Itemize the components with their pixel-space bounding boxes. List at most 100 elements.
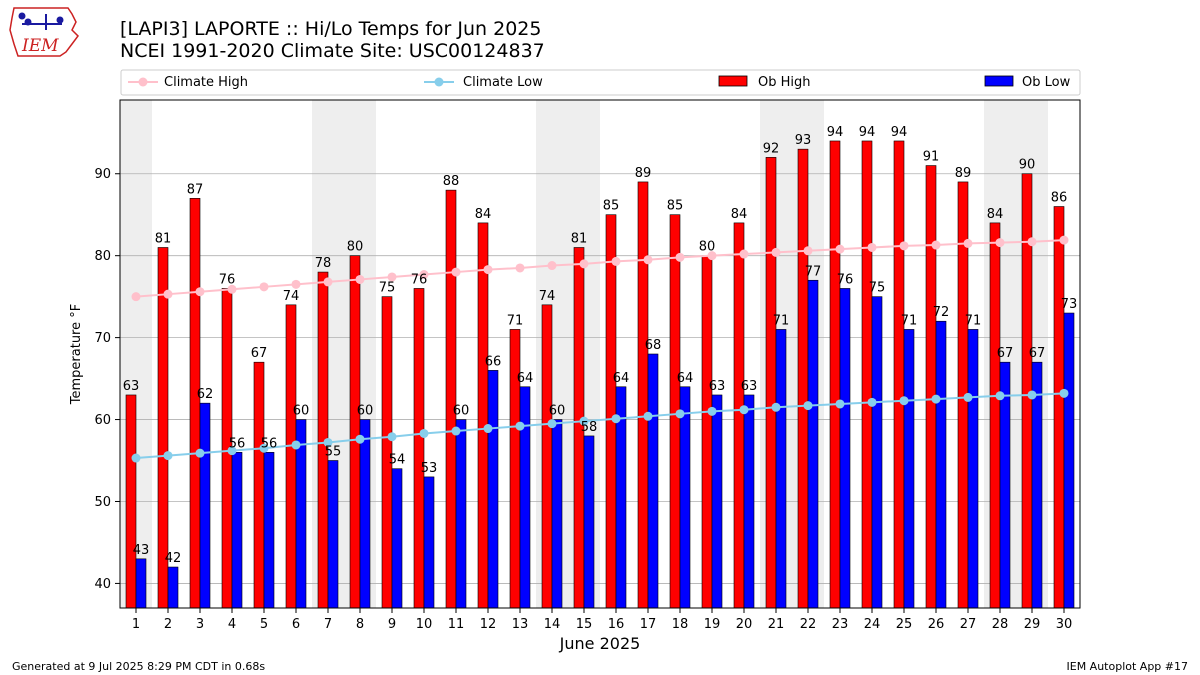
climate-high-point-day-18 [675, 252, 685, 262]
bar-ob-low-day-5 [263, 452, 275, 609]
label-ob-high-day-19: 80 [699, 240, 716, 255]
climate-high-point-day-27 [963, 238, 973, 248]
climate-high-point-day-17 [643, 255, 653, 265]
label-ob-high-day-28: 84 [987, 207, 1004, 222]
climate-high-point-day-2 [163, 289, 173, 299]
climate-low-point-day-14 [547, 419, 557, 429]
iowa-state-outline-icon [9, 7, 79, 57]
label-ob-low-day-21: 71 [773, 313, 790, 328]
label-ob-low-day-29: 67 [1029, 346, 1046, 361]
legend-label-ob-high: Ob High [758, 75, 811, 90]
label-ob-high-day-27: 89 [955, 166, 972, 181]
x-tick-label-27: 27 [960, 617, 977, 632]
climate-low-point-day-8 [355, 434, 365, 444]
label-ob-low-day-5: 56 [261, 436, 278, 451]
label-ob-high-day-29: 90 [1019, 158, 1036, 173]
x-tick-label-5: 5 [260, 617, 268, 632]
bar-ob-high-day-5 [253, 361, 265, 609]
bar-ob-high-day-1 [125, 394, 137, 609]
climate-high-point-day-24 [867, 242, 877, 252]
x-tick-label-23: 23 [832, 617, 849, 632]
label-ob-low-day-26: 72 [933, 305, 950, 320]
bar-ob-high-day-23 [829, 140, 841, 609]
x-tick-label-10: 10 [416, 617, 433, 632]
climate-high-point-day-10 [419, 270, 429, 280]
x-tick-label-8: 8 [356, 617, 364, 632]
bar-ob-high-day-14 [541, 304, 553, 609]
climate-high-point-day-3 [195, 287, 205, 297]
bar-ob-high-day-12 [477, 222, 489, 609]
climate-high-point-day-16 [611, 256, 621, 266]
label-ob-high-day-4: 76 [219, 272, 236, 287]
label-ob-high-day-5: 67 [251, 346, 268, 361]
label-ob-high-day-26: 91 [923, 150, 940, 165]
climate-high-point-day-6 [291, 279, 301, 289]
climate-low-line [135, 392, 1065, 460]
x-tick-label-28: 28 [992, 617, 1009, 632]
label-ob-high-day-22: 93 [795, 133, 812, 148]
climate-high-point-day-21 [771, 247, 781, 257]
x-tick-label-22: 22 [800, 617, 817, 632]
label-ob-low-day-28: 67 [997, 346, 1014, 361]
climate-low-point-day-1 [131, 453, 141, 463]
label-ob-low-day-13: 64 [517, 371, 534, 386]
label-ob-low-day-17: 68 [645, 338, 662, 353]
x-tick-label-7: 7 [324, 617, 332, 632]
label-ob-high-day-20: 84 [731, 207, 748, 222]
label-ob-low-day-19: 63 [709, 379, 726, 394]
label-ob-high-day-17: 89 [635, 166, 652, 181]
x-tick-label-30: 30 [1056, 617, 1073, 632]
bar-ob-high-day-8 [349, 255, 361, 609]
weather-station-icon [18, 12, 64, 30]
label-ob-low-day-25: 71 [901, 313, 918, 328]
x-tick-label-11: 11 [448, 617, 465, 632]
climate-low-point-day-6 [291, 440, 301, 450]
climate-low-point-day-24 [867, 397, 877, 407]
label-ob-high-day-1: 63 [123, 379, 140, 394]
climate-low-point-day-30 [1059, 388, 1069, 398]
label-ob-high-day-10: 76 [411, 272, 428, 287]
climate-low-point-day-12 [483, 424, 493, 434]
legend-item-climate-low: Climate Low [424, 75, 543, 90]
footer-app-id: IEM Autoplot App #17 [1067, 660, 1189, 673]
x-tick-label-18: 18 [672, 617, 689, 632]
label-ob-low-day-2: 42 [165, 551, 182, 566]
y-axis-label: Temperature °F [69, 304, 84, 405]
bar-ob-high-day-11 [445, 189, 457, 609]
bar-ob-low-day-3 [199, 402, 211, 609]
bar-ob-high-day-21 [765, 157, 777, 609]
x-axis-label: June 2025 [559, 634, 641, 653]
legend-label-climate-low: Climate Low [463, 75, 543, 90]
climate-high-point-day-7 [323, 277, 333, 287]
climate-low-point-day-10 [419, 428, 429, 438]
climate-high-point-day-26 [931, 240, 941, 250]
climate-low-point-day-27 [963, 392, 973, 402]
x-tick-label-1: 1 [132, 617, 140, 632]
bar-ob-low-day-20 [743, 394, 755, 609]
bar-ob-low-day-17 [647, 353, 659, 609]
bar-ob-low-day-23 [839, 288, 851, 609]
climate-high-point-day-28 [995, 238, 1005, 248]
climate-low-point-day-23 [835, 399, 845, 409]
climate-high-point-day-23 [835, 244, 845, 254]
climate-high-point-day-12 [483, 265, 493, 275]
label-ob-high-day-13: 71 [507, 313, 524, 328]
x-tick-label-24: 24 [864, 617, 881, 632]
bar-ob-low-day-13 [519, 386, 531, 609]
bar-ob-low-day-25 [903, 329, 915, 609]
label-ob-low-day-9: 54 [389, 453, 406, 468]
y-tick-label-80: 80 [94, 249, 111, 264]
climate-high-line [135, 239, 1065, 298]
footer-generated: Generated at 9 Jul 2025 8:29 PM CDT in 0… [12, 660, 265, 673]
label-ob-high-day-21: 92 [763, 141, 780, 156]
x-tick-label-29: 29 [1024, 617, 1041, 632]
logo-text: IEM [21, 36, 59, 56]
bar-ob-low-day-9 [391, 468, 403, 609]
label-ob-high-day-14: 74 [539, 289, 556, 304]
climate-low-point-day-13 [515, 421, 525, 431]
bar-ob-low-day-1 [135, 558, 147, 609]
label-ob-high-day-12: 84 [475, 207, 492, 222]
bar-ob-low-day-8 [359, 419, 371, 609]
climate-low-point-day-19 [707, 406, 717, 416]
label-ob-low-day-27: 71 [965, 313, 982, 328]
